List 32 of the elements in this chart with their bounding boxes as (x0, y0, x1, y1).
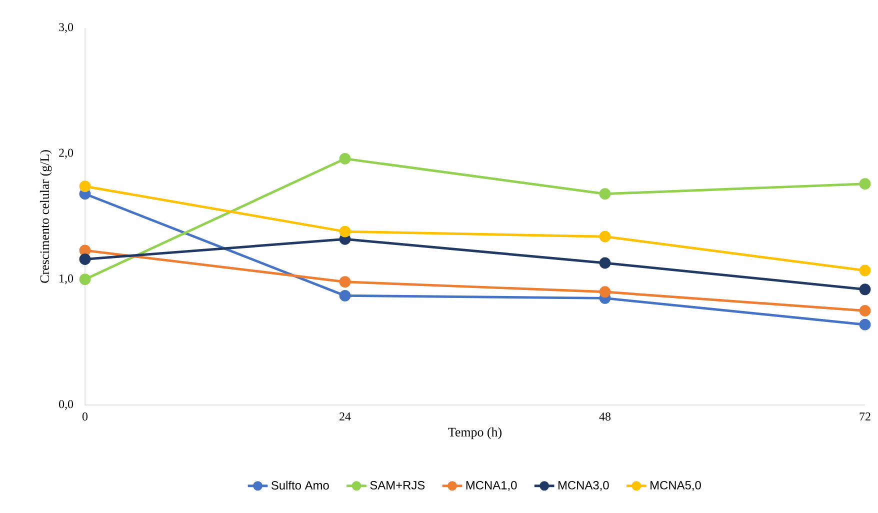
point (599, 230, 611, 242)
x-axis-title: Tempo (h) (448, 427, 502, 440)
point (859, 305, 871, 316)
point (859, 284, 871, 296)
x-tick-label: 72 (860, 412, 870, 420)
point (79, 244, 91, 256)
point (599, 286, 611, 298)
y-tick-label: 2,0 (59, 148, 74, 159)
point (339, 290, 351, 302)
legend-label: MCNA1,0 (466, 480, 517, 491)
point (859, 264, 871, 276)
point (599, 257, 611, 269)
point (79, 180, 91, 192)
y-tick-label: 3,0 (59, 23, 74, 33)
point (859, 178, 871, 190)
legend-label: MCNA3,0 (558, 480, 609, 491)
x-tick-label: 48 (599, 412, 611, 421)
x-tick-label: 24 (340, 412, 351, 420)
point (339, 152, 351, 164)
y-tick-label: 1,0 (60, 274, 74, 284)
point (599, 188, 611, 200)
legend-label: Sulfto Amo (271, 480, 329, 490)
x-tick-label: 0 (82, 412, 88, 421)
y-axis-title: Crescimento celular (g/L) (40, 150, 52, 283)
y-tick-label: 0,0 (59, 400, 74, 410)
point (339, 276, 351, 288)
point (339, 226, 351, 238)
point (859, 318, 871, 330)
point (79, 253, 91, 265)
point (79, 274, 91, 286)
legend-label: SAM+RJS (370, 480, 425, 490)
legend-label: MCNA5,0 (650, 480, 701, 491)
